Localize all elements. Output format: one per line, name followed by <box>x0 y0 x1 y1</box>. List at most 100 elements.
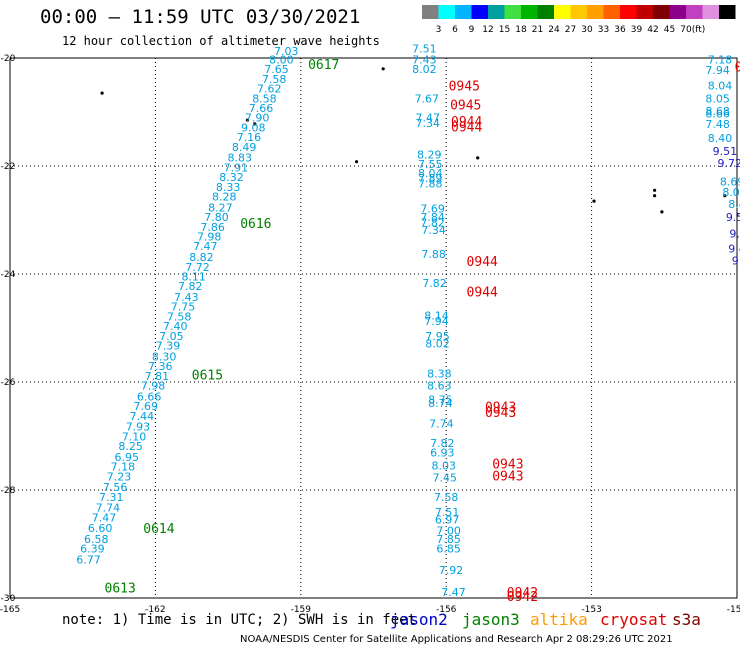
wave-height-label: 7.18 <box>111 461 136 474</box>
wave-height-label: 7.48 <box>705 118 730 131</box>
wave-height-label: 7.39 <box>156 340 181 353</box>
pass-time-label: 0944 <box>451 120 482 135</box>
wave-height-label: 8.06 <box>722 186 740 199</box>
wave-height-label: 7.44 <box>130 410 155 423</box>
colorbar-label: 24 <box>548 25 560 35</box>
wave-height-label: 9. <box>732 254 740 267</box>
wave-height-label: 7.98 <box>197 231 222 244</box>
wave-height-label: 7.31 <box>99 491 124 504</box>
island-mark <box>100 91 104 95</box>
wave-height-label: 8.66 <box>705 107 730 120</box>
island-mark <box>245 118 250 122</box>
colorbar-swatch <box>455 5 472 19</box>
legend-altika: altika <box>530 610 588 629</box>
wave-height-label: 7.16 <box>237 131 262 144</box>
wave-height-label: 8.49 <box>232 141 257 154</box>
colorbar-swatch <box>504 5 521 19</box>
wave-height-label: 8.68 <box>705 105 730 118</box>
wave-height-label: 7.18 <box>708 53 733 66</box>
wave-height-label: 7.05 <box>159 330 184 343</box>
wave-height-label: 7.45 <box>432 471 457 484</box>
wave-height-label: 7.47 <box>193 240 218 253</box>
wave-height-label: 7.23 <box>107 470 132 483</box>
wave-height-label: 8.02 <box>425 337 450 350</box>
colorbar-swatch <box>422 5 439 19</box>
wave-height-label: 8.4 <box>728 198 740 211</box>
colorbar-swatch <box>488 5 505 19</box>
legend-jason2: jason2 <box>390 610 448 629</box>
wave-height-label: 6.58 <box>84 533 109 546</box>
wave-height-label: 7.85 <box>436 533 461 546</box>
wave-height-label: 7.72 <box>185 261 210 274</box>
wave-height-label: 7.51 <box>435 506 460 519</box>
x-tick-label: -150 <box>727 605 740 615</box>
footer-note: note: 1) Time is in UTC; 2) SWH is in fe… <box>62 612 417 628</box>
wave-height-label: 9.4 <box>728 242 740 255</box>
wave-height-label: 7.94 <box>705 64 730 77</box>
colorbar-legend: 3 6 9 12 15 18 21 24 27 30 33 36 39 42 45 70 (ft) <box>422 5 736 35</box>
pass-time-label: 0616 <box>240 217 271 232</box>
wave-height-label: 9.5 <box>726 211 740 224</box>
island-mark <box>660 210 664 214</box>
colorbar-swatch <box>719 5 736 19</box>
wave-height-label: 8.38 <box>427 368 452 381</box>
wave-height-label: 8.04 <box>418 167 443 180</box>
y-tick-label: -24 <box>1 270 16 280</box>
island-mark <box>653 194 657 198</box>
pass-time-label: 08 <box>735 61 740 76</box>
wave-height-label: 8.82 <box>189 251 214 264</box>
wave-height-label: 6.93 <box>430 447 455 460</box>
colorbar-label: 70 <box>680 25 692 35</box>
wave-height-label: 8.74 <box>428 397 453 410</box>
wave-height-label: 6.97 <box>435 513 460 526</box>
wave-height-label: 7.62 <box>257 83 282 96</box>
wave-height-label: 7.34 <box>416 117 441 130</box>
wave-height-label: 7.65 <box>264 63 289 76</box>
y-tick-label: -26 <box>1 378 16 388</box>
wave-height-label: 7.10 <box>122 430 147 443</box>
wave-height-label: 8.00 <box>269 53 294 66</box>
pass-time-label: 0614 <box>143 522 174 537</box>
y-tick-label: -22 <box>1 162 16 172</box>
wave-height-label: 8.28 <box>212 191 237 204</box>
wave-height-label: 7.69 <box>420 202 445 215</box>
colorbar-label: 36 <box>614 25 626 35</box>
colorbar-label: 21 <box>532 25 543 35</box>
colorbar-swatch <box>620 5 637 19</box>
pass-time-label: 0943 <box>485 406 516 421</box>
island-mark <box>381 67 385 71</box>
wave-height-label: 7.58 <box>434 491 459 504</box>
wave-height-label: 8.11 <box>181 270 206 283</box>
wave-height-label: 7.58 <box>262 73 287 86</box>
wave-height-label: 7.75 <box>171 301 196 314</box>
wave-height-label: 6.39 <box>80 543 105 556</box>
wave-height-label: 7.67 <box>415 92 440 105</box>
island-mark <box>354 160 359 164</box>
colorbar-swatch <box>537 5 554 19</box>
wave-height-label: 8.14 <box>424 309 449 322</box>
colorbar-label: 18 <box>515 25 527 35</box>
wave-height-label: 8.32 <box>219 171 244 184</box>
island-mark <box>476 156 480 160</box>
wave-height-label: 8.25 <box>118 440 143 453</box>
wave-height-label: 7.43 <box>412 53 437 66</box>
wave-height-label: 6.60 <box>88 522 113 535</box>
wave-height-label: 8.27 <box>208 201 233 214</box>
credit-line: NOAA/NESDIS Center for Satellite Applica… <box>240 634 673 645</box>
wave-height-label: 8.33 <box>216 181 241 194</box>
wave-height-label: 8.05 <box>705 92 730 105</box>
colorbar-label: 30 <box>581 25 593 35</box>
wave-height-label: 8.04 <box>708 79 733 92</box>
pass-time-label: 0615 <box>192 368 223 383</box>
colorbar-swatch <box>702 5 719 19</box>
page-title: 00:00 – 11:59 UTC 03/30/2021 <box>40 6 361 28</box>
colorbar-label: 45 <box>664 25 675 35</box>
y-tick-label: -30 <box>1 594 16 604</box>
colorbar-swatch <box>438 5 455 19</box>
colorbar-swatch <box>603 5 620 19</box>
wave-height-label: 7.51 <box>412 43 437 56</box>
wave-height-label: 7.00 <box>436 524 461 537</box>
colorbar-swatch <box>521 5 538 19</box>
wave-height-label: 7.69 <box>133 400 158 413</box>
